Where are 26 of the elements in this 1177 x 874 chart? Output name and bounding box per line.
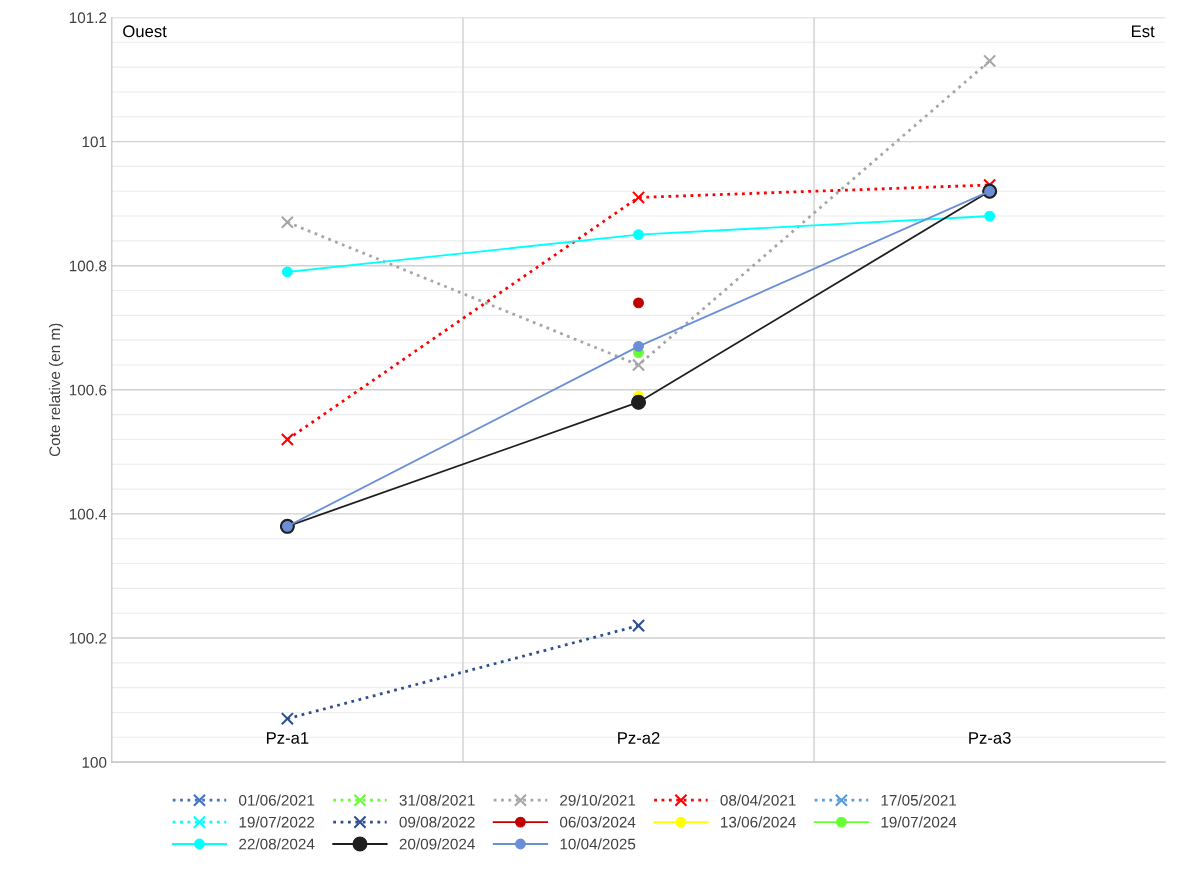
y-tick-label: 100.6 [69,384,107,396]
y-tick-label: 101 [82,136,107,148]
legend-label: 09/08/2022 [399,816,475,828]
y-tick-label: 100.2 [69,632,107,644]
legend-label: 20/09/2024 [399,838,475,850]
legend-label: 17/05/2021 [881,794,957,806]
y-tick-label: 100 [82,757,107,768]
x-tick-label: Pz-a1 [266,732,309,744]
legend-label: 29/10/2021 [560,794,636,806]
y-tick-label: 100.4 [69,508,107,520]
y-tick-label: 101.2 [69,12,107,24]
y-tick-label: 100.8 [69,260,107,272]
y-axis-title: Cote relative (en m) [48,323,64,457]
legend-label: 13/06/2024 [721,816,796,828]
x-tick-label: Pz-a2 [618,732,660,744]
legend-label: 01/06/2021 [239,794,315,806]
legend-label: 10/04/2025 [560,838,636,850]
legend-label: 08/04/2021 [720,794,796,806]
annotation: Ouest [123,25,167,38]
legend-label: 31/08/2021 [399,794,475,806]
legend-label: 22/08/2024 [239,838,315,850]
legend-label: 19/07/2022 [239,816,315,828]
legend-label: 19/07/2024 [881,816,957,828]
annotation: Est [1131,25,1155,38]
legend-label: 06/03/2024 [560,816,636,828]
x-tick-label: Pz-a3 [969,732,1011,744]
